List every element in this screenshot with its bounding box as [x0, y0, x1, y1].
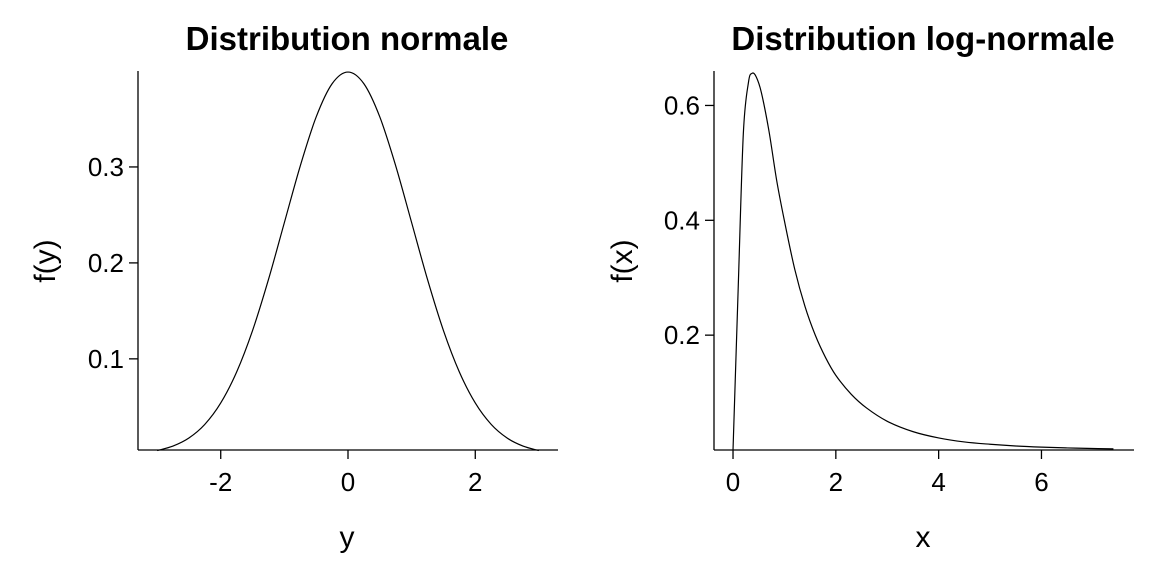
x-tick-label: 0 [726, 467, 740, 497]
x-ticks: -2 0 2 [209, 450, 483, 497]
x-ticks: 0 2 4 6 [726, 450, 1049, 497]
x-tick-label: -2 [209, 467, 232, 497]
x-axis-label: x [916, 521, 931, 554]
y-tick-label: 0.3 [88, 152, 124, 182]
normal-distribution-panel: Distribution normale -2 0 2 0.1 0.2 0.3 y f(… [29, 20, 558, 554]
y-ticks: 0.2 0.4 0.6 [664, 90, 714, 350]
y-tick-label: 0.1 [88, 344, 124, 374]
x-tick-label: 2 [829, 467, 843, 497]
x-tick-label: 4 [931, 467, 945, 497]
x-axis-label: y [340, 521, 355, 554]
density-curve [732, 72, 1114, 451]
chart-title: Distribution normale [186, 20, 509, 57]
y-tick-label: 0.6 [664, 90, 700, 120]
y-tick-label: 0.4 [664, 205, 700, 235]
y-axis-label: f(y) [29, 239, 62, 282]
x-tick-label: 0 [341, 467, 355, 497]
y-ticks: 0.1 0.2 0.3 [88, 152, 138, 374]
x-tick-label: 6 [1034, 467, 1048, 497]
chart-title: Distribution log-normale [731, 20, 1114, 57]
density-curve [156, 71, 540, 452]
y-axis-label: f(x) [606, 239, 639, 282]
x-tick-label: 2 [468, 467, 482, 497]
y-tick-label: 0.2 [664, 320, 700, 350]
y-tick-label: 0.2 [88, 248, 124, 278]
